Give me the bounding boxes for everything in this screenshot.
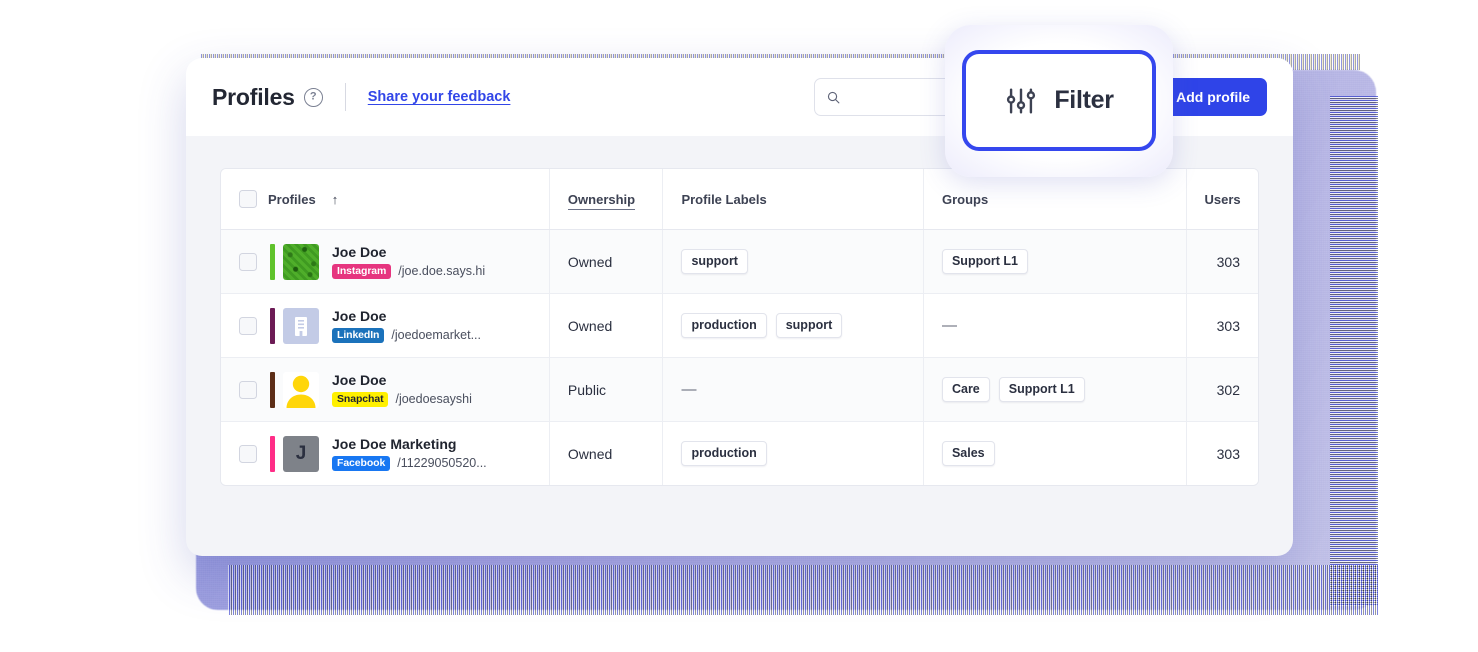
cell-users: 303 <box>1186 421 1258 485</box>
profile-name: Joe Doe <box>332 371 387 388</box>
network-accent-bar <box>270 435 275 472</box>
table-row[interactable]: Joe Doe LinkedIn/joedoemarket... Owned prod… <box>221 293 1258 358</box>
network-badge: LinkedIn <box>332 327 385 344</box>
avatar-letter: J <box>295 442 307 464</box>
profile-label-chips: support <box>681 248 905 275</box>
group-chips: Sales <box>941 440 1168 467</box>
profiles-table-container: Profiles ↑ Ownership Profile Labels Grou… <box>220 168 1259 486</box>
cell-profile: Joe Doe Snapchat/joedoesayshi <box>221 357 550 422</box>
cell-labels: support <box>662 229 924 294</box>
cell-ownership: Owned <box>549 229 664 294</box>
chip[interactable]: Care <box>941 376 990 403</box>
row-checkbox[interactable] <box>239 252 257 271</box>
column-header-labels-label: Profile Labels <box>681 191 767 207</box>
avatar <box>283 307 319 344</box>
table-row[interactable]: Joe Doe Snapchat/joedoesayshi Public — Care S… <box>221 357 1258 422</box>
group-chips: Care Support L1 <box>941 376 1168 403</box>
glow-edge-right <box>1330 96 1378 606</box>
profile-handle: /joe.doe.says.hi <box>398 264 486 279</box>
cell-groups: Support L1 <box>923 229 1187 294</box>
avatar <box>283 371 319 408</box>
cell-ownership: Owned <box>549 293 664 358</box>
profile-handle: /joedoemarket... <box>391 328 482 343</box>
cell-users: 303 <box>1186 229 1258 294</box>
chip[interactable]: Support L1 <box>998 376 1085 403</box>
column-header-profiles[interactable]: Profiles ↑ <box>221 169 550 230</box>
header-divider <box>344 83 346 111</box>
column-header-ownership-label: Ownership <box>567 191 636 210</box>
share-feedback-link[interactable]: Share your feedback <box>367 89 511 105</box>
cell-profile: Joe Doe LinkedIn/joedoemarket... <box>221 293 550 358</box>
cell-groups: Sales <box>923 421 1187 485</box>
sliders-icon <box>1007 87 1036 114</box>
network-accent-bar <box>270 371 275 408</box>
profiles-table: Profiles ↑ Ownership Profile Labels Grou… <box>221 169 1258 485</box>
chip[interactable]: production <box>681 312 767 339</box>
profile-handle: /11229050520... <box>397 456 487 471</box>
network-accent-bar <box>270 243 275 280</box>
question-circle-icon[interactable] <box>303 87 323 107</box>
cell-profile: Joe Doe Instagram/joe.doe.says.hi <box>221 229 550 294</box>
arrow-up-icon[interactable]: ↑ <box>331 191 339 207</box>
cell-groups: — <box>923 293 1187 358</box>
cell-labels: production support <box>662 293 924 358</box>
table-header-row: Profiles ↑ Ownership Profile Labels Grou… <box>221 169 1258 230</box>
chip[interactable]: production <box>681 440 767 467</box>
column-header-users-label: Users <box>1204 191 1241 207</box>
column-header-users[interactable]: Users <box>1186 169 1258 230</box>
row-checkbox[interactable] <box>239 444 257 463</box>
search-icon <box>827 91 840 103</box>
profile-label-chips: production <box>681 440 905 467</box>
avatar <box>283 243 319 280</box>
add-profile-label: Add profile <box>1176 89 1250 105</box>
glow-edge-bottom <box>228 565 1378 615</box>
column-header-groups-label: Groups <box>941 191 989 207</box>
network-accent-bar <box>270 307 275 344</box>
filter-button-highlighted[interactable]: Filter <box>962 50 1156 151</box>
cell-users: 302 <box>1186 357 1258 422</box>
network-badge: Snapchat <box>332 391 389 408</box>
cell-labels: — <box>662 357 924 422</box>
table-row[interactable]: J Joe Doe Marketing Facebook/11229050520..… <box>221 421 1258 485</box>
profile-name: Joe Doe <box>332 243 387 260</box>
network-badge: Facebook <box>332 455 391 472</box>
avatar: J <box>283 435 319 472</box>
profile-handle: /joedoesayshi <box>395 392 472 407</box>
chip[interactable]: support <box>775 312 843 339</box>
cell-groups: Care Support L1 <box>923 357 1187 422</box>
column-header-ownership[interactable]: Ownership <box>549 169 664 230</box>
cell-profile: J Joe Doe Marketing Facebook/11229050520..… <box>221 421 550 485</box>
cell-ownership: Public <box>549 357 664 422</box>
profile-label-chips: production support <box>681 312 905 339</box>
chip[interactable]: Support L1 <box>941 248 1028 275</box>
table-row[interactable]: Joe Doe Instagram/joe.doe.says.hi Owned sup… <box>221 229 1258 294</box>
filter-callout-highlight: Filter <box>945 25 1173 177</box>
page-title: Profiles <box>212 83 295 110</box>
select-all-checkbox[interactable] <box>239 190 257 208</box>
building-icon <box>295 316 307 336</box>
column-header-profiles-label: Profiles <box>268 191 316 207</box>
person-silhouette-icon <box>286 375 316 408</box>
cell-ownership: Owned <box>549 421 664 485</box>
profile-name: Joe Doe <box>332 307 387 324</box>
table-body: Joe Doe Instagram/joe.doe.says.hi Owned sup… <box>221 229 1258 485</box>
group-chips: Support L1 <box>941 248 1168 275</box>
empty-dash: — <box>681 381 697 398</box>
cell-labels: production <box>662 421 924 485</box>
network-badge: Instagram <box>332 263 392 280</box>
table-head: Profiles ↑ Ownership Profile Labels Grou… <box>221 169 1258 230</box>
column-header-labels[interactable]: Profile Labels <box>662 169 924 230</box>
cell-users: 303 <box>1186 293 1258 358</box>
profile-name: Joe Doe Marketing <box>332 435 457 452</box>
row-checkbox[interactable] <box>239 316 257 335</box>
column-header-groups[interactable]: Groups <box>923 169 1187 230</box>
filter-callout-label: Filter <box>1054 86 1114 114</box>
chip[interactable]: support <box>681 248 748 275</box>
row-checkbox[interactable] <box>239 380 257 399</box>
chip[interactable]: Sales <box>941 440 995 467</box>
empty-dash: — <box>941 317 957 334</box>
